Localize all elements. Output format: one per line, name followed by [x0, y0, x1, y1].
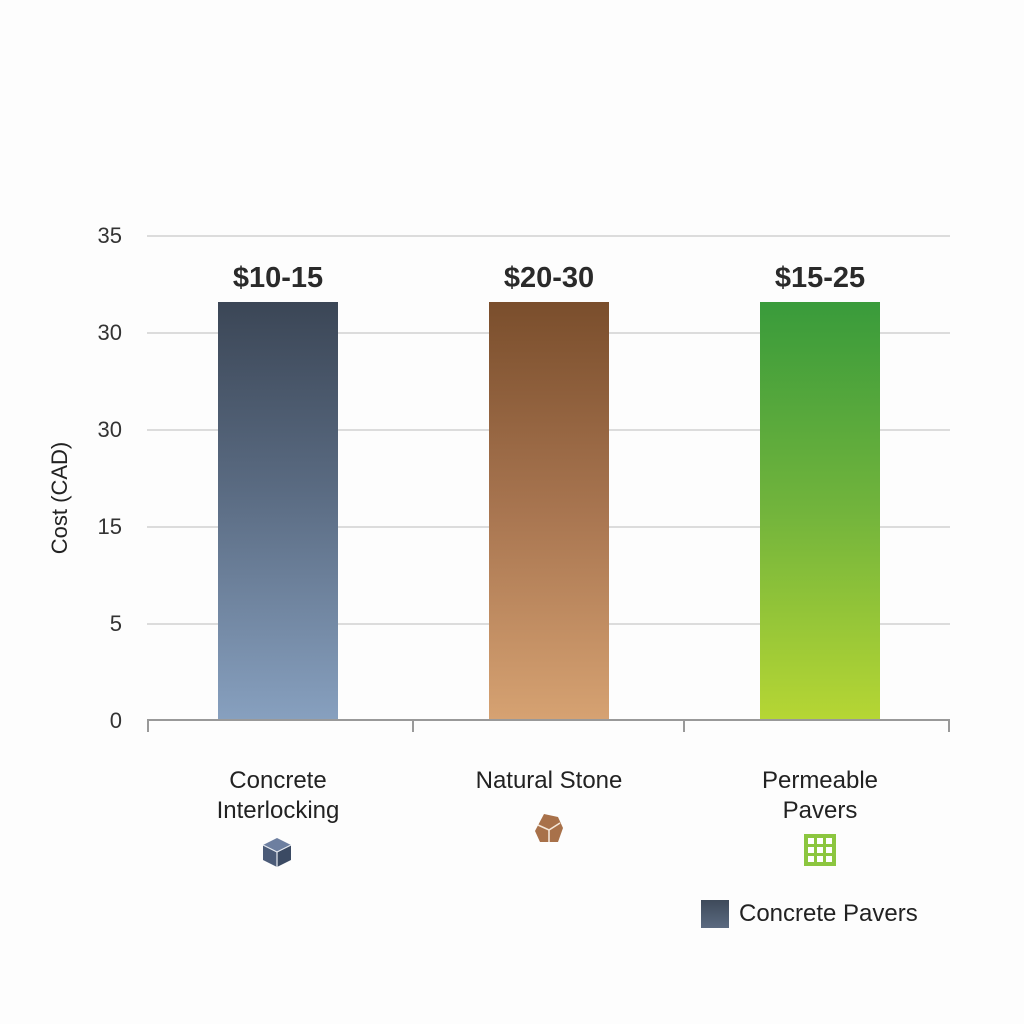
category-label-concrete-interlocking: Concrete Interlocking: [168, 766, 388, 826]
x-axis-tick: [683, 719, 685, 732]
y-tick-label: 30: [97, 417, 122, 442]
category-label-line: Natural Stone: [475, 767, 623, 794]
legend-label: Concrete Pavers: [739, 900, 918, 927]
cube-icon: [260, 835, 294, 869]
y-tick-label: 15: [97, 514, 122, 539]
y-axis-label: Cost (CAD): [47, 441, 72, 555]
x-axis-tick: [948, 719, 950, 732]
category-label-line: Concrete: [229, 767, 327, 794]
x-axis-line: [147, 719, 950, 721]
x-axis-tick: [412, 719, 414, 732]
bar-permeable-pavers: [760, 302, 880, 720]
x-axis-tick: [147, 719, 149, 732]
bar-value-label: $20-30: [503, 262, 595, 294]
y-tick-label: 30: [97, 320, 122, 345]
grid-paver-icon: [804, 834, 838, 868]
bar-natural-stone: [489, 302, 609, 720]
category-label-line: Pavers: [782, 797, 858, 824]
stone-icon: [532, 811, 566, 845]
category-label-natural-stone: Natural Stone: [439, 766, 659, 796]
legend: Concrete Pavers: [701, 900, 918, 928]
bar-value-label: $10-15: [232, 262, 324, 294]
y-tick-label: 5: [109, 611, 122, 636]
y-tick-label: 35: [97, 223, 122, 248]
bar-value-label: $15-25: [774, 262, 866, 294]
gridline-35: [147, 235, 950, 237]
category-label-line: Permeable: [761, 767, 879, 794]
legend-swatch: [701, 900, 729, 928]
category-label-permeable-pavers: Permeable Pavers: [710, 766, 930, 826]
bar-concrete-interlocking: [218, 302, 338, 720]
category-label-line: Interlocking: [216, 797, 340, 824]
y-tick-label: 0: [109, 708, 122, 733]
